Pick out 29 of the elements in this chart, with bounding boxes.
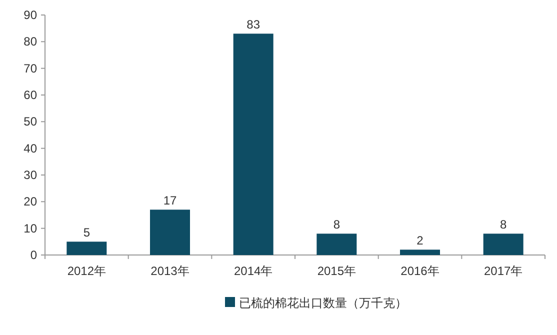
data-label: 5 <box>83 226 90 240</box>
y-tick-label: 90 <box>24 8 38 22</box>
y-tick-label: 40 <box>24 141 38 156</box>
bar <box>233 34 274 255</box>
x-tick-label: 2014年 <box>234 264 273 278</box>
y-tick-label: 80 <box>24 34 38 49</box>
data-label: 2 <box>416 234 424 248</box>
y-tick-label: 0 <box>30 248 38 262</box>
data-label: 17 <box>163 194 177 208</box>
bar <box>400 250 440 255</box>
y-tick-label: 10 <box>24 221 38 236</box>
x-tick-label: 2016年 <box>400 264 440 278</box>
x-tick-label: 2012年 <box>67 264 106 278</box>
bar <box>150 210 190 255</box>
y-tick-label: 70 <box>24 61 38 76</box>
bar <box>316 234 357 255</box>
y-tick-label: 20 <box>24 194 38 209</box>
data-label: 8 <box>333 218 340 232</box>
legend-label: 已梳的棉花出口数量（万千克） <box>239 296 407 310</box>
bar <box>66 242 107 255</box>
y-tick-label: 50 <box>24 114 38 129</box>
bar <box>483 234 524 255</box>
x-tick-label: 2013年 <box>150 264 190 278</box>
data-label: 8 <box>500 218 507 232</box>
y-tick-label: 60 <box>24 88 38 102</box>
data-label: 83 <box>246 18 260 32</box>
y-tick-label: 30 <box>24 168 38 182</box>
x-tick-label: 2017年 <box>484 264 523 278</box>
x-tick-label: 2015年 <box>317 264 356 278</box>
